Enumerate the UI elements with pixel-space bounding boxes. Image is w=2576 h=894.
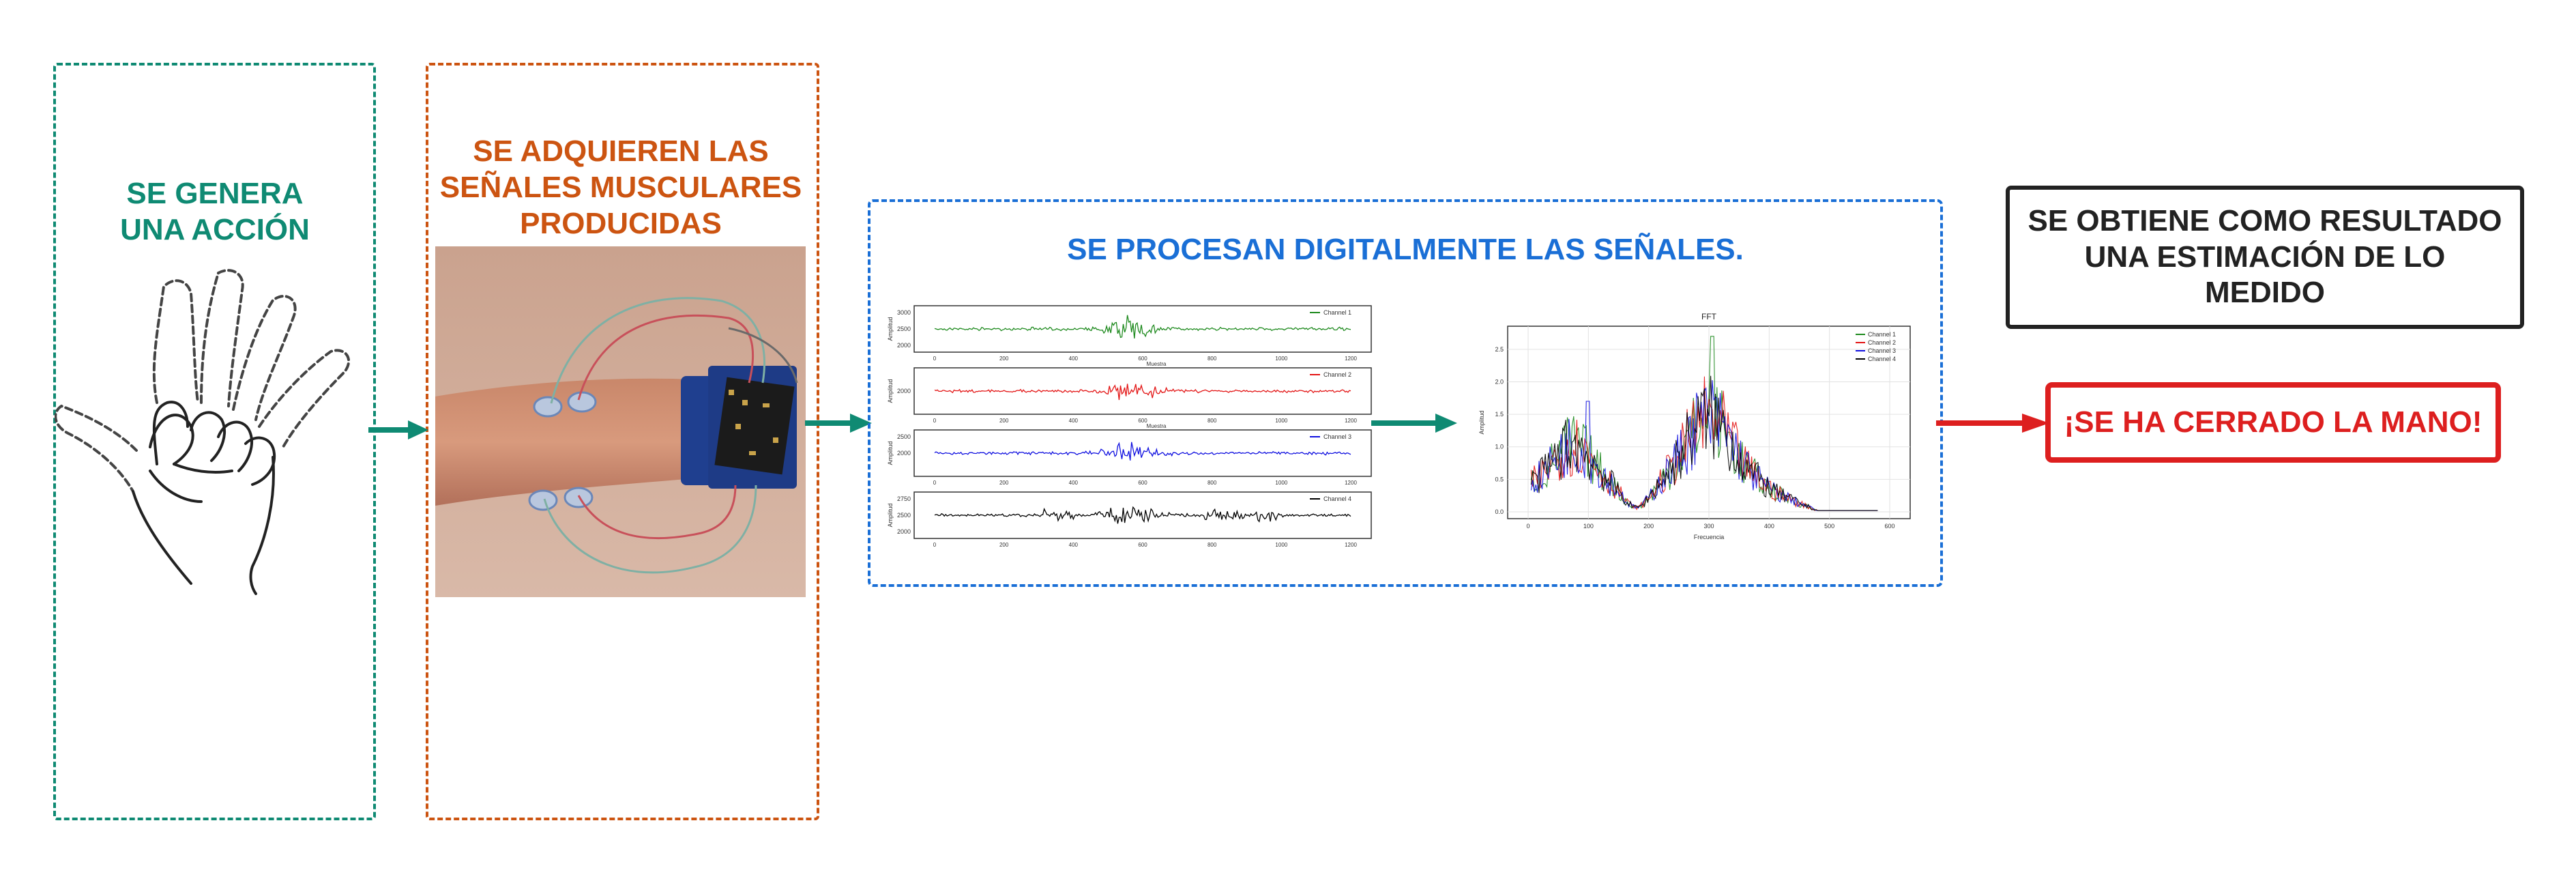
x-tick-label: 600 [1138, 542, 1147, 548]
x-tick-label: 0 [1526, 523, 1530, 530]
y-axis-label: Amplitud [887, 503, 894, 527]
legend-entry: Channel 2 [1868, 339, 1896, 346]
y-tick-label: 0.0 [1495, 508, 1504, 515]
legend-entry: Channel 1 [1868, 331, 1896, 338]
result-box: SE OBTIENE COMO RESULTADO UNA ESTIMACIÓN… [2006, 186, 2524, 329]
channel-signal-line [934, 442, 1351, 461]
arrow-to-conclusion [1936, 414, 2049, 433]
stage-1-title: SE GENERA UNA ACCIÓN [120, 177, 310, 246]
stage-3-title: SE PROCESAN DIGITALMENTE LAS SEÑALES. [1067, 233, 1744, 266]
y-tick-label: 2.5 [1495, 346, 1504, 353]
legend-entry: Channel 3 [1323, 433, 1351, 440]
y-tick-label: 3000 [897, 309, 911, 316]
stage-1-box [53, 63, 376, 820]
x-tick-label: 400 [1069, 542, 1079, 548]
x-axis-label: Frecuencia [1694, 534, 1725, 540]
x-tick-label: 1200 [1345, 418, 1357, 424]
y-tick-label: 1.5 [1495, 411, 1504, 418]
emg-electrodes-arm-photo [435, 246, 806, 597]
y-tick-label: 2000 [897, 450, 911, 457]
x-tick-label: 1000 [1275, 418, 1287, 424]
fft-series-line [1530, 375, 1878, 511]
hand-closing-icon [55, 269, 350, 595]
x-tick-label: 500 [1824, 523, 1834, 530]
x-tick-label: 1000 [1275, 542, 1287, 548]
x-axis-label: Muestra [1147, 423, 1167, 429]
fft-title: FFT [1701, 312, 1717, 321]
x-tick-label: 400 [1069, 418, 1079, 424]
y-tick-label: 2000 [897, 388, 911, 394]
arrow-2-3 [805, 414, 872, 433]
x-tick-label: 1200 [1345, 480, 1357, 486]
x-tick-label: 200 [999, 356, 1009, 362]
channel-signal-line [934, 384, 1351, 401]
x-tick-label: 0 [933, 356, 937, 362]
y-tick-label: 2500 [897, 326, 911, 332]
stage-2-title: SE ADQUIEREN LAS SEÑALES MUSCULARES PROD… [439, 134, 802, 240]
y-axis-label: Amplitud [887, 441, 894, 465]
x-tick-label: 100 [1583, 523, 1594, 530]
y-tick-label: 2000 [897, 342, 911, 349]
x-tick-label: 200 [999, 542, 1009, 548]
x-tick-label: 400 [1069, 356, 1079, 362]
x-tick-label: 1000 [1275, 480, 1287, 486]
channel-signal-line [934, 315, 1351, 338]
x-tick-label: 600 [1138, 480, 1147, 486]
y-tick-label: 2500 [897, 433, 911, 440]
x-tick-label: 200 [999, 418, 1009, 424]
x-tick-label: 800 [1208, 542, 1217, 548]
x-tick-label: 1200 [1345, 356, 1357, 362]
x-tick-label: 300 [1703, 523, 1714, 530]
x-tick-label: 1200 [1345, 542, 1357, 548]
x-tick-label: 0 [933, 480, 937, 486]
y-tick-label: 1.0 [1495, 444, 1504, 450]
y-axis-label: Amplitud [1478, 410, 1485, 434]
arrow-time-fft [1371, 414, 1457, 433]
conclusion-text: ¡SE HA CERRADO LA MANO! [2064, 405, 2483, 439]
channel-signal-line [934, 506, 1351, 524]
legend-entry: Channel 3 [1868, 347, 1896, 354]
y-axis-label: Amplitud [887, 379, 894, 403]
x-tick-label: 800 [1208, 418, 1217, 424]
x-tick-label: 600 [1138, 418, 1147, 424]
y-tick-label: 2750 [897, 495, 911, 502]
y-tick-label: 2.0 [1495, 378, 1504, 385]
x-tick-label: 200 [999, 480, 1009, 486]
x-tick-label: 400 [1069, 480, 1079, 486]
arrow-1-2 [368, 420, 428, 439]
stage-2-box [426, 63, 819, 820]
x-tick-label: 600 [1138, 356, 1147, 362]
stage-3-box [868, 199, 1943, 587]
legend-entry: Channel 4 [1868, 356, 1896, 362]
y-tick-label: 0.5 [1495, 476, 1504, 482]
result-text: SE OBTIENE COMO RESULTADO UNA ESTIMACIÓN… [2028, 203, 2502, 310]
x-tick-label: 1000 [1275, 356, 1287, 362]
channel-panel [913, 305, 1372, 353]
x-tick-label: 600 [1884, 523, 1894, 530]
x-tick-label: 200 [1643, 523, 1654, 530]
legend-entry: Channel 4 [1323, 495, 1351, 502]
y-axis-label: Amplitud [887, 317, 894, 341]
x-tick-label: 0 [933, 542, 937, 548]
legend-entry: Channel 2 [1323, 371, 1351, 378]
conclusion-box: ¡SE HA CERRADO LA MANO! [2045, 382, 2501, 463]
x-tick-label: 800 [1208, 480, 1217, 486]
fft-plot: FFT 0 100 200 300 400 500 600 0.0 0.5 1.0 1.5 2.0 2.5… [1478, 312, 1911, 540]
x-tick-label: 0 [933, 418, 937, 424]
legend-entry: Channel 1 [1323, 309, 1351, 316]
x-axis-label: Muestra [1147, 361, 1167, 367]
x-tick-label: 800 [1208, 356, 1217, 362]
y-tick-label: 2500 [897, 512, 911, 519]
y-tick-label: 2000 [897, 528, 911, 535]
x-tick-label: 400 [1764, 523, 1774, 530]
